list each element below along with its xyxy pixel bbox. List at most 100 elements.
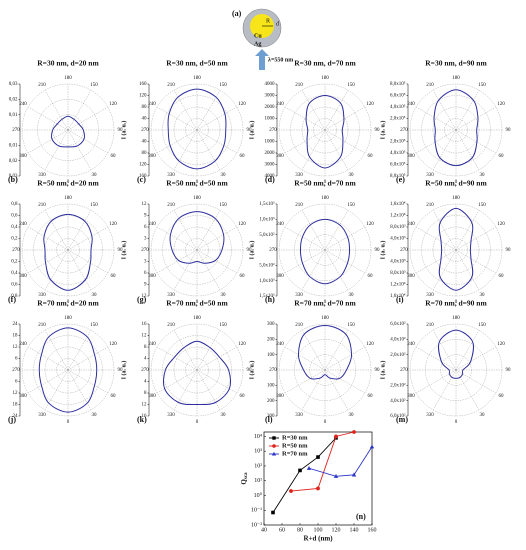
angle-label: 60 xyxy=(111,154,117,159)
angle-label: 90 xyxy=(506,128,512,133)
grid-ring xyxy=(421,95,491,165)
angle-label: 180 xyxy=(321,316,329,321)
angle-label: 30 xyxy=(221,413,227,418)
angle-label: 120 xyxy=(366,342,374,347)
grid-spoke xyxy=(196,129,221,170)
angle-label: 210 xyxy=(295,83,303,88)
y-axis-label: Qsca xyxy=(240,472,250,485)
angle-label: 300 xyxy=(407,274,415,279)
r-tick-label: 1,2x10⁴ xyxy=(390,282,406,288)
grid-spoke xyxy=(44,129,69,170)
d-label: d xyxy=(276,21,279,27)
panel-label: (m) xyxy=(396,415,408,424)
r-tick-label: 4 xyxy=(144,380,147,385)
point xyxy=(334,434,338,439)
grid-spoke xyxy=(324,249,365,274)
angle-label: 90 xyxy=(506,368,512,373)
y-axis-label: I (a. u.) xyxy=(248,121,255,140)
r-tick-label: 8 xyxy=(144,391,147,396)
angle-label: 180 xyxy=(193,76,201,81)
grid-spoke xyxy=(416,369,457,394)
grid-spoke xyxy=(67,346,108,371)
angle-label: 30 xyxy=(480,173,486,178)
grid-spoke xyxy=(324,369,349,410)
grid-spoke xyxy=(196,210,221,251)
grid-spoke xyxy=(196,226,237,251)
grid-spoke xyxy=(28,106,69,131)
grid-spoke xyxy=(28,369,69,394)
grid-spoke xyxy=(196,106,237,131)
r-tick-label: 1,6x10⁴ xyxy=(390,201,406,207)
r-tick-label: 100 xyxy=(267,353,275,358)
angle-label: 330 xyxy=(167,293,175,298)
grid-spoke xyxy=(285,346,326,371)
grid-spoke xyxy=(67,249,108,274)
panel-label: (k) xyxy=(137,415,147,424)
wavelength-label: λ=550 nm xyxy=(268,57,293,63)
angle-label: 300 xyxy=(276,154,284,159)
point xyxy=(298,468,302,473)
grid-spoke xyxy=(67,210,92,251)
angle-label: 60 xyxy=(240,394,246,399)
r-tick-label: 0,8 xyxy=(11,294,18,299)
grid-ring xyxy=(162,215,232,285)
y-tick-label: 10¹ xyxy=(254,478,262,484)
r-tick-label: 160 xyxy=(139,82,147,87)
grid-ring xyxy=(290,95,360,165)
r-tick-label: 0,01 xyxy=(9,143,18,148)
grid-spoke xyxy=(455,369,480,410)
angle-label: 210 xyxy=(167,203,175,208)
r-tick-label: 4,0x10² xyxy=(390,398,406,404)
x-axis-label: R+d (nm) xyxy=(303,535,333,543)
angle-label: 0 xyxy=(67,420,70,425)
grid-spoke xyxy=(324,106,365,131)
legend-marker xyxy=(272,436,276,440)
r-tick-label: 120 xyxy=(139,94,147,99)
point xyxy=(316,455,320,459)
angle-label: 60 xyxy=(240,154,246,159)
panel-label: (c) xyxy=(137,175,146,184)
chart-title: R=70 nm, d=50 nm xyxy=(166,299,228,308)
angle-label: 270 xyxy=(12,128,20,133)
r-tick-label: 0,01 xyxy=(9,113,18,118)
y-tick-label: 10³ xyxy=(254,449,262,455)
r-tick-label: 100 xyxy=(267,383,275,388)
angle-label: 270 xyxy=(141,368,149,373)
grid-spoke xyxy=(455,249,496,274)
grid-spoke xyxy=(28,346,69,371)
panel-label: (a) xyxy=(232,9,242,18)
grid-spoke xyxy=(196,249,221,290)
x-tick-label: 160 xyxy=(368,527,377,533)
grid-spoke xyxy=(196,90,221,131)
angle-label: 180 xyxy=(193,316,201,321)
grid-spoke xyxy=(67,106,108,131)
angle-label: 180 xyxy=(64,196,72,201)
angle-label: 270 xyxy=(400,128,408,133)
angle-label: 0 xyxy=(196,300,199,305)
y-axis-label: I (a. u.) xyxy=(120,121,127,140)
r-tick-label: 12 xyxy=(142,202,148,207)
legend-marker xyxy=(271,451,277,456)
angle-label: 30 xyxy=(480,413,486,418)
series-line xyxy=(308,446,373,477)
x-tick-label: 80 xyxy=(297,527,303,533)
grid-spoke xyxy=(285,249,326,274)
grid-spoke xyxy=(324,330,349,371)
angle-label: 210 xyxy=(167,83,175,88)
angle-label: 60 xyxy=(368,394,374,399)
light-arrow xyxy=(255,49,269,70)
r-tick-label: 200 xyxy=(267,337,275,342)
legend-label: R=30 nm xyxy=(282,434,308,441)
angle-label: 30 xyxy=(221,173,227,178)
r-tick-label: 12 xyxy=(142,334,148,339)
legend-marker xyxy=(272,444,276,448)
r-tick-label: 3000 xyxy=(265,163,276,168)
r-tick-label: 6,0x10⁵ xyxy=(390,162,406,168)
r-tick-label: 4,0x10⁵ xyxy=(390,150,406,156)
pattern-curve xyxy=(438,329,474,379)
angle-label: 240 xyxy=(19,342,27,347)
angle-label: 300 xyxy=(148,274,156,279)
grid-spoke xyxy=(301,129,326,170)
angle-label: 0 xyxy=(196,180,199,185)
angle-label: 180 xyxy=(321,196,329,201)
